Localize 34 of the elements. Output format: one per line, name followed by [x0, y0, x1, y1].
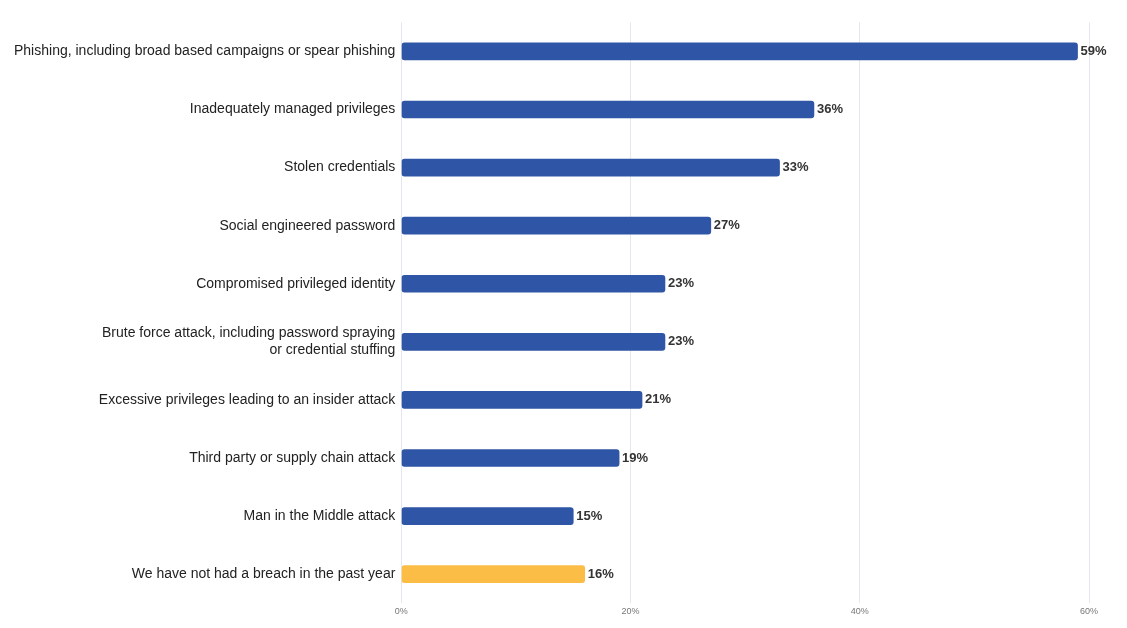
bar	[401, 565, 586, 583]
data-label: 15%	[576, 507, 603, 523]
x-tick-label: 60%	[1079, 606, 1099, 617]
bar	[401, 100, 815, 119]
data-label: 59%	[1080, 43, 1107, 59]
data-label: 19%	[622, 449, 649, 465]
x-tick-label: 0%	[394, 606, 408, 617]
bar	[401, 42, 1078, 61]
y-tick-label: Inadequately managed privileges	[189, 100, 396, 117]
bar	[401, 216, 712, 235]
y-tick-label: We have not had a breach in the past year	[131, 565, 396, 582]
x-tick-label: 40%	[850, 606, 869, 617]
bar	[401, 507, 574, 525]
y-tick-label: Brute force attack, including password spraying or credential stuffing	[101, 324, 396, 358]
y-tick-label: Third party or supply chain attack	[189, 448, 397, 465]
bar	[401, 449, 620, 467]
data-label: 36%	[816, 101, 844, 117]
bar	[401, 274, 666, 293]
y-tick-label: Excessive privileges leading to an insider attack	[98, 390, 397, 407]
y-tick-label: Man in the Middle attack	[243, 506, 397, 523]
data-label: 33%	[782, 159, 810, 175]
y-tick-label: Compromised privileged identity	[196, 274, 396, 291]
y-tick-label: Phishing, including broad based campaigns or spear phishing	[14, 42, 396, 59]
data-label: 21%	[645, 391, 672, 407]
bar	[401, 391, 643, 409]
bar	[401, 158, 780, 177]
x-tick-label: 20%	[621, 606, 640, 617]
data-label: 23%	[667, 333, 695, 349]
data-label: 16%	[587, 565, 615, 581]
bar	[401, 333, 666, 351]
y-tick-label: Social engineered password	[219, 216, 396, 233]
data-label: 23%	[667, 275, 695, 291]
data-label: 27%	[713, 217, 741, 233]
y-tick-label: Stolen credentials	[284, 158, 396, 175]
